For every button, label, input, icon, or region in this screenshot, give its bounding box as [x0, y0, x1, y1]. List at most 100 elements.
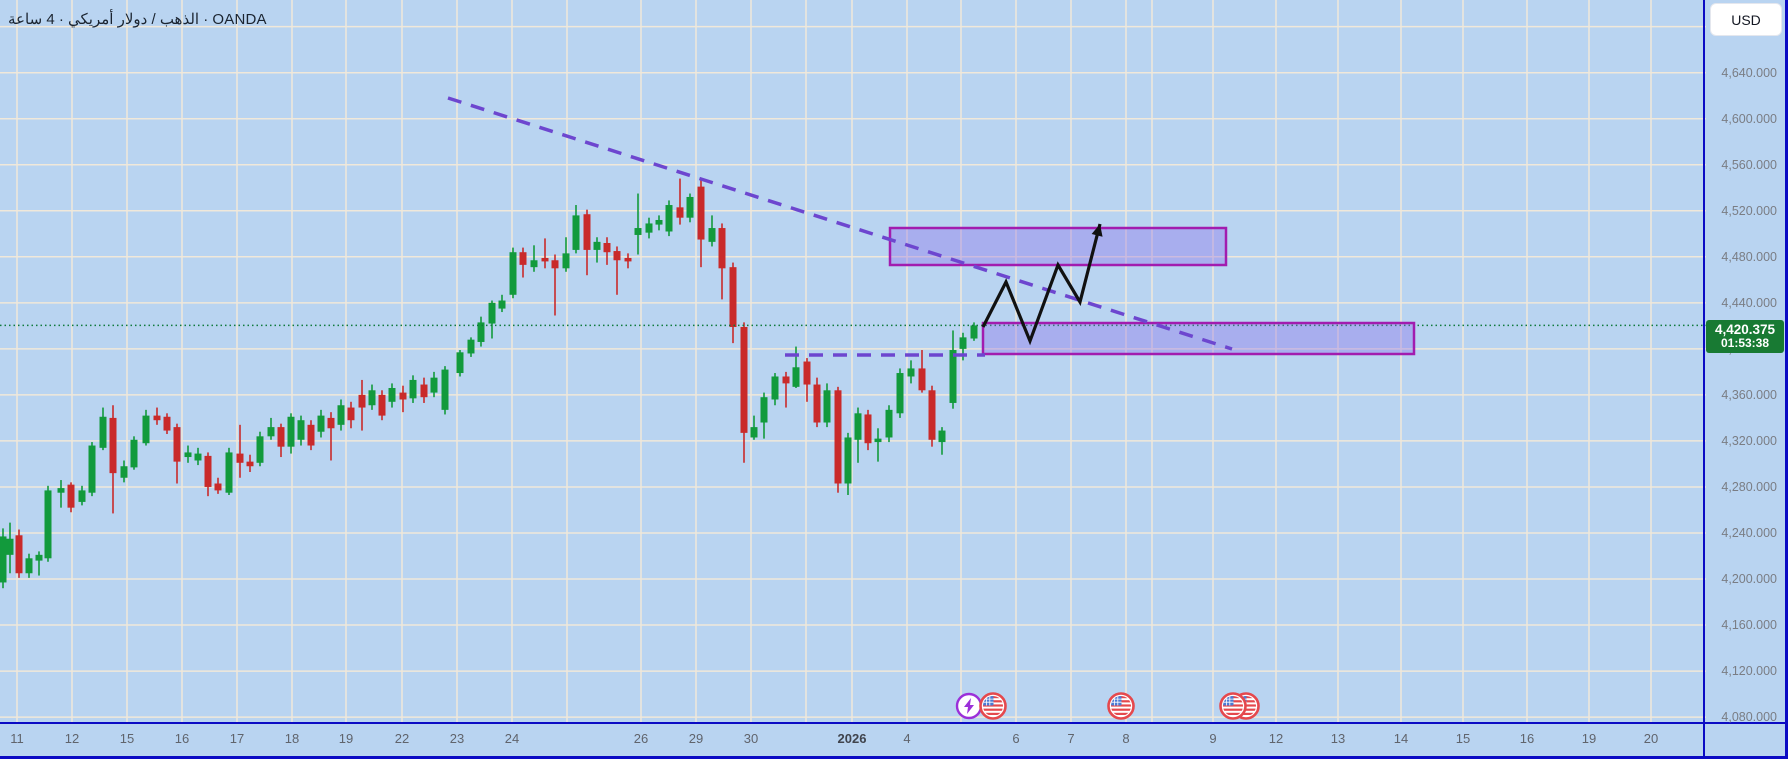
candle-body	[530, 260, 538, 268]
candle-body	[740, 327, 748, 433]
candle-body	[184, 452, 192, 458]
candle-body	[896, 373, 904, 414]
candle-body	[803, 361, 811, 385]
price-axis-label: 4,080.000	[1721, 710, 1777, 725]
candle-body	[267, 427, 275, 437]
candle-body	[15, 535, 23, 574]
arrowhead-icon	[1091, 224, 1103, 237]
supply-demand-zone-box[interactable]	[981, 321, 1416, 356]
time-axis-label: 17	[229, 731, 245, 746]
time-axis-label: 26	[633, 731, 649, 746]
candle-body	[676, 207, 684, 218]
time-axis-label: 7	[1067, 731, 1075, 746]
price-scale-axis[interactable]: USD 4,640.000 4,600.000 4,560.000 4,520.000…	[1703, 0, 1785, 756]
candle-body	[378, 394, 386, 416]
candle-body	[750, 427, 758, 438]
time-axis-label: 8	[1122, 731, 1130, 746]
candle-body	[420, 384, 428, 398]
candle-body	[697, 186, 705, 240]
price-axis-label: 4,600.000	[1721, 111, 1777, 126]
candle-body	[708, 228, 716, 242]
candle-body	[718, 228, 726, 269]
candle-body	[834, 390, 842, 484]
candle-body	[67, 484, 75, 508]
candle-body	[551, 260, 559, 269]
time-axis-label: 16	[174, 731, 190, 746]
candle-body	[874, 438, 882, 443]
time-axis-label: 23	[449, 731, 465, 746]
time-axis-label: 4	[903, 731, 911, 746]
candle-body	[686, 196, 694, 218]
candle-body	[782, 376, 790, 384]
last-price-value: 4,420.375	[1714, 322, 1776, 338]
price-axis-label: 4,480.000	[1721, 249, 1777, 264]
candle-body	[35, 554, 43, 561]
time-axis-label: 2026	[837, 731, 867, 746]
candle-body	[572, 215, 580, 250]
time-axis-label: 14	[1393, 731, 1409, 746]
time-axis-label: 15	[1455, 731, 1471, 746]
time-axis-label: 16	[1519, 731, 1535, 746]
candle-body	[665, 205, 673, 232]
candle-body	[142, 415, 150, 444]
candle-body	[456, 352, 464, 374]
candle-body	[78, 490, 86, 502]
us-flag-icon[interactable]	[1219, 692, 1247, 720]
supply-demand-zone-box[interactable]	[888, 226, 1228, 267]
candle-body	[949, 350, 957, 403]
candle-body	[358, 394, 366, 408]
candle-body	[634, 228, 642, 235]
candle-body	[771, 376, 779, 400]
us-flag-icon[interactable]	[979, 692, 1007, 720]
price-axis-label: 4,520.000	[1721, 203, 1777, 218]
candle-body	[430, 377, 438, 393]
candle-body	[44, 490, 52, 559]
candle-body	[864, 414, 872, 444]
candle-body	[562, 253, 570, 269]
time-axis-label: 19	[338, 731, 354, 746]
candle-body	[388, 387, 396, 402]
time-axis-label: 11	[10, 731, 24, 746]
candle-body	[130, 439, 138, 468]
candle-body	[760, 397, 768, 423]
symbol-title: الذهب / دولار أمريكي · 4 ساعة · OANDA	[8, 11, 267, 28]
time-axis-label: 15	[119, 731, 135, 746]
candle-body	[928, 390, 936, 440]
us-flag-icon[interactable]	[1107, 692, 1135, 720]
candle-body	[327, 417, 335, 429]
candle-body	[792, 367, 800, 387]
time-axis[interactable]: 11 12 15 16 17 18 19 22 23 24 26 29 30 2026 4 6 7 8 9 12 13 1…	[0, 723, 1706, 756]
time-axis-label: 20	[1643, 731, 1659, 746]
currency-usd-button[interactable]: USD	[1710, 3, 1782, 36]
candle-body	[477, 322, 485, 342]
price-axis-label: 4,200.000	[1721, 572, 1777, 586]
candle-body	[225, 452, 233, 493]
candle-body	[317, 415, 325, 432]
candle-body	[25, 558, 33, 574]
candle-body	[347, 407, 355, 421]
candle-body	[88, 445, 96, 493]
lightning-icon[interactable]	[955, 692, 983, 720]
time-axis-label: 18	[284, 731, 300, 746]
time-axis-label: 13	[1330, 731, 1346, 746]
candle-body	[729, 267, 737, 328]
candle-body	[583, 214, 591, 250]
candle-body	[613, 251, 621, 261]
zigzag-projection-arrow[interactable]	[981, 223, 1102, 346]
candle-body	[970, 325, 978, 339]
price-axis-label: 4,120.000	[1721, 664, 1777, 679]
time-axis-label: 24	[504, 731, 520, 746]
time-axis-label: 12	[1268, 731, 1284, 746]
candle-body	[603, 243, 611, 253]
descending-trendline[interactable]	[447, 96, 1233, 351]
price-axis-label: 4,280.000	[1721, 479, 1777, 494]
candle-body	[519, 252, 527, 265]
candle-body	[907, 368, 915, 377]
candle-body	[645, 223, 653, 233]
candle-body	[938, 430, 946, 443]
time-axis-label: 9	[1209, 731, 1217, 746]
candle-body	[509, 252, 517, 295]
candle-body	[297, 420, 305, 440]
candle-body	[99, 416, 107, 448]
